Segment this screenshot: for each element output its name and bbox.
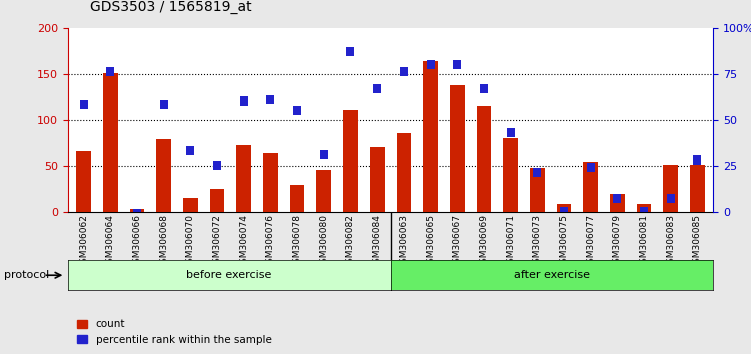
Bar (343, 110, 357, 212)
Bar (240, 96, 248, 105)
Bar (533, 168, 541, 177)
Bar (346, 47, 354, 56)
Bar (610, 194, 625, 212)
Bar (477, 105, 491, 212)
Bar (80, 100, 88, 109)
Bar (667, 194, 674, 203)
Text: GSM306065: GSM306065 (426, 214, 435, 269)
Bar (290, 185, 304, 212)
Bar (186, 146, 195, 155)
Text: GSM306069: GSM306069 (479, 214, 488, 269)
Text: GSM306078: GSM306078 (293, 214, 302, 269)
Text: GSM306070: GSM306070 (185, 214, 195, 269)
Bar (160, 100, 167, 109)
Legend: count, percentile rank within the sample: count, percentile rank within the sample (73, 315, 276, 349)
Text: GSM306080: GSM306080 (319, 214, 328, 269)
Text: GSM306083: GSM306083 (666, 214, 675, 269)
Bar (663, 165, 678, 212)
Text: before exercise: before exercise (186, 270, 272, 280)
Text: protocol: protocol (4, 270, 49, 280)
Bar (614, 194, 621, 203)
Bar (373, 84, 382, 93)
Bar (397, 133, 412, 212)
Text: GSM306068: GSM306068 (159, 214, 168, 269)
Bar (103, 73, 118, 212)
Bar (454, 59, 461, 69)
Bar (480, 84, 488, 93)
Text: after exercise: after exercise (514, 270, 590, 280)
Bar (293, 105, 301, 115)
Bar (450, 85, 465, 212)
Bar (427, 59, 435, 69)
Bar (530, 168, 544, 212)
Bar (587, 163, 595, 172)
Bar (400, 67, 408, 76)
Bar (369, 147, 385, 212)
Bar (156, 139, 171, 212)
Bar (560, 207, 568, 216)
Text: GSM306062: GSM306062 (79, 214, 88, 269)
Text: GSM306071: GSM306071 (506, 214, 515, 269)
Text: GSM306072: GSM306072 (213, 214, 222, 269)
Bar (507, 128, 514, 137)
Bar (424, 61, 438, 212)
Bar (107, 67, 114, 76)
Bar (637, 204, 651, 212)
Bar (693, 155, 701, 165)
Bar (183, 198, 198, 212)
Text: GSM306085: GSM306085 (693, 214, 702, 269)
Bar (584, 162, 598, 212)
Text: GSM306076: GSM306076 (266, 214, 275, 269)
Bar (263, 153, 278, 212)
Bar (320, 150, 327, 159)
Bar (77, 151, 91, 212)
Bar (213, 161, 221, 170)
Text: GSM306077: GSM306077 (587, 214, 596, 269)
Text: GSM306067: GSM306067 (453, 214, 462, 269)
Text: GSM306079: GSM306079 (613, 214, 622, 269)
Bar (237, 145, 251, 212)
Bar (133, 209, 141, 218)
Bar (640, 207, 648, 216)
Text: GSM306074: GSM306074 (240, 214, 249, 269)
Text: GDS3503 / 1565819_at: GDS3503 / 1565819_at (90, 0, 252, 14)
Text: GSM306084: GSM306084 (372, 214, 382, 269)
Text: GSM306081: GSM306081 (640, 214, 649, 269)
Bar (130, 209, 144, 212)
Bar (690, 165, 704, 212)
Text: GSM306075: GSM306075 (559, 214, 569, 269)
Bar (267, 95, 274, 104)
Text: GSM306066: GSM306066 (132, 214, 141, 269)
Bar (210, 189, 225, 212)
Text: GSM306073: GSM306073 (532, 214, 541, 269)
Bar (316, 170, 331, 212)
Text: GSM306063: GSM306063 (400, 214, 409, 269)
Bar (556, 204, 572, 212)
Text: GSM306082: GSM306082 (346, 214, 355, 269)
Bar (503, 138, 518, 212)
Text: GSM306064: GSM306064 (106, 214, 115, 269)
